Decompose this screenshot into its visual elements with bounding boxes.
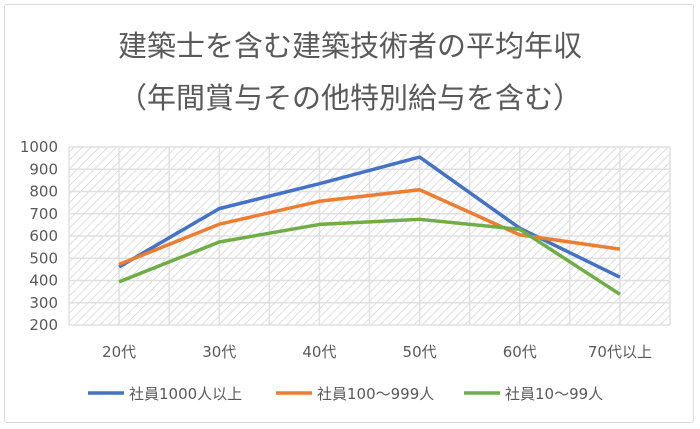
y-tick-label: 700 [29, 205, 58, 223]
x-tick-label: 30代 [202, 343, 236, 361]
y-tick-label: 300 [29, 294, 58, 312]
y-tick-label: 900 [29, 160, 58, 178]
chart-subtitle: （年間賞与その他特別給与を含む） [118, 81, 582, 115]
series-line-2 [118, 217, 621, 296]
x-tick-label: 60代 [503, 343, 537, 361]
chart-frame [4, 4, 694, 423]
chart-title: 建築士を含む建築技術者の平均年収 [118, 29, 582, 63]
x-tick-label: 40代 [302, 343, 336, 361]
y-tick-label: 1000 [20, 138, 58, 156]
y-tick-label: 400 [29, 272, 58, 290]
y-tick-label: 800 [29, 183, 58, 201]
x-tick-label: 50代 [403, 343, 437, 361]
series-line-1 [118, 187, 621, 267]
x-tick-label: 70代以上 [588, 343, 652, 361]
y-tick-label: 500 [29, 249, 58, 267]
legend-label: 社員100〜999人 [317, 385, 434, 403]
x-tick-label: 20代 [102, 343, 136, 361]
y-tick-label: 600 [29, 227, 58, 245]
legend-label: 社員1000人以上 [129, 385, 242, 403]
y-tick-label: 200 [29, 316, 58, 334]
legend-label: 社員10〜99人 [505, 385, 603, 403]
